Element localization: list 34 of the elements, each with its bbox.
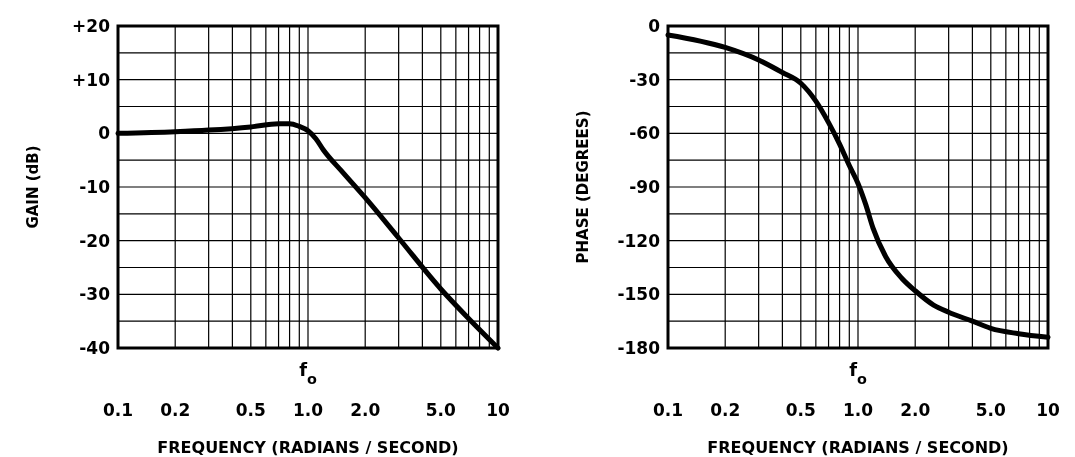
x-tick-label: 0.1 — [652, 400, 684, 420]
text: f$_{o}$ — [849, 359, 867, 387]
y-tick-label: 0 — [98, 123, 111, 144]
x-tick-label: 2.0 — [900, 400, 931, 420]
x-tick-label: 5.0 — [425, 400, 457, 420]
y-tick-label: +10 — [72, 69, 111, 90]
x-tick-label: 1.0 — [292, 400, 324, 420]
y-tick-label: -10 — [79, 176, 111, 197]
x-tick-label: 5.0 — [975, 400, 1007, 420]
y-tick-label: -120 — [617, 230, 661, 251]
x-tick-label: 10 — [1036, 400, 1060, 420]
x-axis-title: FREQUENCY (RADIANS / SECOND) — [157, 438, 459, 457]
x-tick-label: 2.0 — [350, 400, 381, 420]
y-tick-label: +20 — [72, 15, 111, 36]
y-tick-label: -40 — [79, 337, 111, 358]
y-axis-title: GAIN (dB) — [24, 145, 42, 229]
text: f$_{o}$ — [299, 359, 317, 387]
y-tick-label: -180 — [617, 337, 661, 358]
x-tick-label: 0.5 — [785, 400, 816, 420]
x-axis-title: FREQUENCY (RADIANS / SECOND) — [707, 438, 1009, 457]
x-tick-label: 0.2 — [160, 400, 191, 420]
x-tick-label: 0.1 — [102, 400, 134, 420]
y-tick-label: -30 — [629, 69, 661, 90]
x-tick-label: 10 — [486, 400, 510, 420]
y-tick-label: -60 — [629, 123, 661, 144]
x-tick-label: 0.5 — [235, 400, 266, 420]
x-tick-label: 1.0 — [842, 400, 874, 420]
y-tick-label: -90 — [629, 176, 661, 197]
y-tick-label: 0 — [648, 15, 661, 36]
y-axis-title: PHASE (DEGREES) — [574, 110, 592, 264]
x-tick-label: 0.2 — [710, 400, 741, 420]
y-tick-label: -150 — [617, 284, 661, 305]
y-tick-label: -20 — [79, 230, 111, 251]
y-tick-label: -30 — [79, 284, 111, 305]
